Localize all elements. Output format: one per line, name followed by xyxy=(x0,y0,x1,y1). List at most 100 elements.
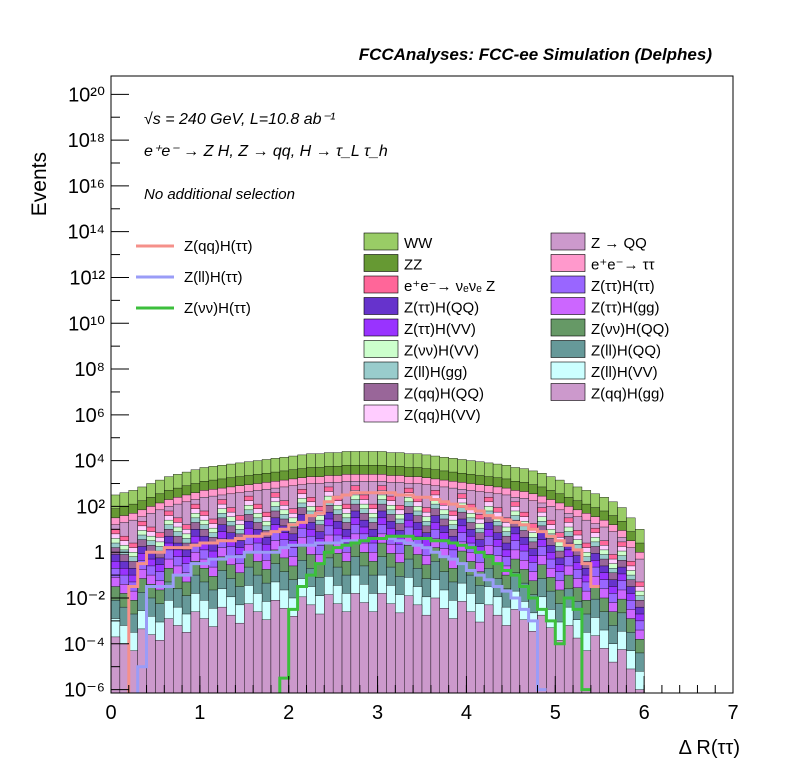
plot-frame xyxy=(110,75,734,694)
stack-bar-z-qq-h-gg- xyxy=(190,611,201,694)
stack-bar-z-qq-h-gg- xyxy=(315,613,325,694)
energy-luminosity-annotation: √s = 240 GeV, L=10.8 ab⁻¹ xyxy=(144,111,335,128)
legend-background-swatch xyxy=(550,340,586,358)
legend-background-swatch xyxy=(363,404,399,423)
stack-bar-z-qq-h-gg- xyxy=(341,611,352,694)
x-tick-label: 2 xyxy=(283,702,294,724)
legend-signal-label: Z(νν)H(ττ) xyxy=(184,300,251,317)
y-tick-label: 10²⁰ xyxy=(68,84,105,106)
x-tick-label: 7 xyxy=(727,702,738,724)
legend-background-swatch xyxy=(550,318,586,337)
legend-background-swatch xyxy=(550,361,586,380)
legend-background-swatch xyxy=(363,275,399,294)
legend-background-swatch xyxy=(363,361,399,380)
process-annotation: e⁺e⁻ → Z H, Z → qq, H → τ_L τ_h xyxy=(144,143,388,160)
legend-background-label: e⁺e⁻→ ττ xyxy=(591,257,655,274)
legend-background-swatch xyxy=(363,340,399,358)
stack-bar-z-qq-h-gg- xyxy=(377,593,387,694)
stack-bar-z-qq-h-gg- xyxy=(359,602,369,694)
stack-bar-z-qq-h-gg- xyxy=(404,595,414,694)
stack-bar-z-qq-h-gg- xyxy=(252,611,263,694)
legend-signal-label: Z(ll)H(ττ) xyxy=(184,269,243,286)
legend-background-label: Z(ττ)H(VV) xyxy=(404,321,476,338)
stack-bar-z-qq-h-gg- xyxy=(261,619,272,694)
stack-bar-z-qq-h-gg- xyxy=(555,640,565,694)
stack-bar-z-qq-h-gg- xyxy=(439,608,449,694)
stack-bar-z-qq-h-gg- xyxy=(350,593,361,694)
stack-bar-z-qq-h-gg- xyxy=(324,594,334,694)
stack-bar-z-qq-h-gg- xyxy=(164,618,174,694)
stack-bar-z-qq-h-gg- xyxy=(412,604,423,694)
x-axis: 0 1 2 3 4 5 6 7 xyxy=(105,676,739,724)
background-legend: WW ZZ e⁺e⁻→ νₑνₑ Z Z(ττ)H(QQ) Z(ττ)H(VV) Z(νν… xyxy=(363,232,669,424)
selection-annotation: No additional selection xyxy=(144,186,295,203)
legend-background-label: Z(νν)H(QQ) xyxy=(591,321,669,338)
y-tick-label: 10¹⁴ xyxy=(68,222,106,244)
y-tick-label: 10⁻² xyxy=(66,588,106,610)
chart-title: FCCAnalyses: FCC-ee Simulation (Delphes) xyxy=(359,45,713,64)
legend-background-label: Z(νν)H(VV) xyxy=(404,343,479,360)
legend-background-swatch xyxy=(550,383,586,401)
stack-bar-z-qq-h-gg- xyxy=(608,661,618,694)
stack-bar-z-qq-h-gg- xyxy=(181,632,192,694)
legend-background-label: Z(qq)H(VV) xyxy=(404,407,481,424)
background-stack xyxy=(110,451,645,694)
x-tick-label: 1 xyxy=(194,702,205,724)
x-tick-label: 3 xyxy=(372,702,383,724)
legend-background-label: Z(qq)H(gg) xyxy=(591,386,664,403)
signal-line-z-qq-h- xyxy=(127,491,600,693)
stack-bar-z-qq-h-gg- xyxy=(421,614,432,694)
y-tick-label: 10¹⁸ xyxy=(68,130,105,152)
legend-background-swatch xyxy=(550,254,586,272)
legend-background-label: Z(ττ)H(gg) xyxy=(591,300,660,317)
legend-background-swatch xyxy=(363,318,399,337)
stack-bar-z-qq-h-gg- xyxy=(199,618,209,694)
stack-bar-z-qq-h-gg- xyxy=(235,622,245,694)
stack-bar-z-qq-h-gg- xyxy=(501,625,512,694)
y-tick-label: 10² xyxy=(76,496,105,518)
y-tick-label: 10⁶ xyxy=(75,405,105,427)
stack-bar-z-qq-h-gg- xyxy=(492,614,503,694)
y-tick-label: 10⁻⁶ xyxy=(64,680,105,702)
stack-bar-z-qq-h-gg- xyxy=(368,611,378,694)
signal-histograms xyxy=(127,491,600,693)
stack-bar-z-qq-h-gg- xyxy=(244,603,254,694)
stack-bar-z-qq-h-gg- xyxy=(466,611,476,694)
x-axis-label: Δ R(ττ) xyxy=(679,737,740,759)
stack-bar-z-qq-h-gg- xyxy=(519,619,529,694)
stack-bar-z-qq-h-gg- xyxy=(475,621,485,694)
signal-legend: Z(qq)H(ττ) Z(ll)H(ττ) Z(νν)H(ττ) xyxy=(136,238,253,317)
stack-bar-z-qq-h-gg- xyxy=(226,614,236,694)
stack-bar-z-qq-h-gg- xyxy=(306,604,316,694)
y-tick-label: 10¹² xyxy=(69,267,105,289)
x-tick-label: 0 xyxy=(105,702,116,724)
legend-background-label: Z(ll)H(VV) xyxy=(591,364,658,381)
legend-background-label: Z(ττ)H(QQ) xyxy=(404,300,479,317)
legend-background-swatch xyxy=(363,297,399,315)
legend-background-swatch xyxy=(363,232,399,251)
stack-bar-z-qq-h-gg- xyxy=(430,597,440,694)
stack-bar-z-qq-h-gg- xyxy=(155,640,165,694)
stack-bar-z-qq-h-gg- xyxy=(510,609,520,694)
stack-bar-z-qq-h-gg- xyxy=(386,603,396,694)
stack-bar-z-qq-h-gg- xyxy=(626,668,636,694)
legend-background-label: e⁺e⁻→ νₑνₑ Z xyxy=(404,278,495,295)
legend-background-swatch xyxy=(363,254,399,272)
y-tick-label: 10¹⁶ xyxy=(68,176,105,198)
y-tick-label: 10¹⁰ xyxy=(68,313,105,335)
legend-background-swatch xyxy=(363,383,399,401)
stack-bar-z-qq-h-gg- xyxy=(208,626,218,694)
stack-bar-z-qq-h-gg- xyxy=(395,612,405,694)
legend-background-label: Z(ll)H(gg) xyxy=(404,364,467,381)
legend-background-swatch xyxy=(550,297,586,315)
stack-bar-z-qq-h-gg- xyxy=(599,648,609,694)
y-axis-label: Events xyxy=(28,152,51,216)
stack-bar-z-qq-h-gg- xyxy=(457,601,467,694)
stack-bar-z-qq-h-gg- xyxy=(448,618,458,694)
stack-bar-z-qq-h-gg- xyxy=(217,606,227,694)
legend-background-label: Z(ττ)H(ττ) xyxy=(591,278,655,295)
x-tick-label: 6 xyxy=(639,702,650,724)
stack-bar-z-qq-h-gg- xyxy=(172,625,183,694)
legend-background-swatch xyxy=(550,232,586,251)
